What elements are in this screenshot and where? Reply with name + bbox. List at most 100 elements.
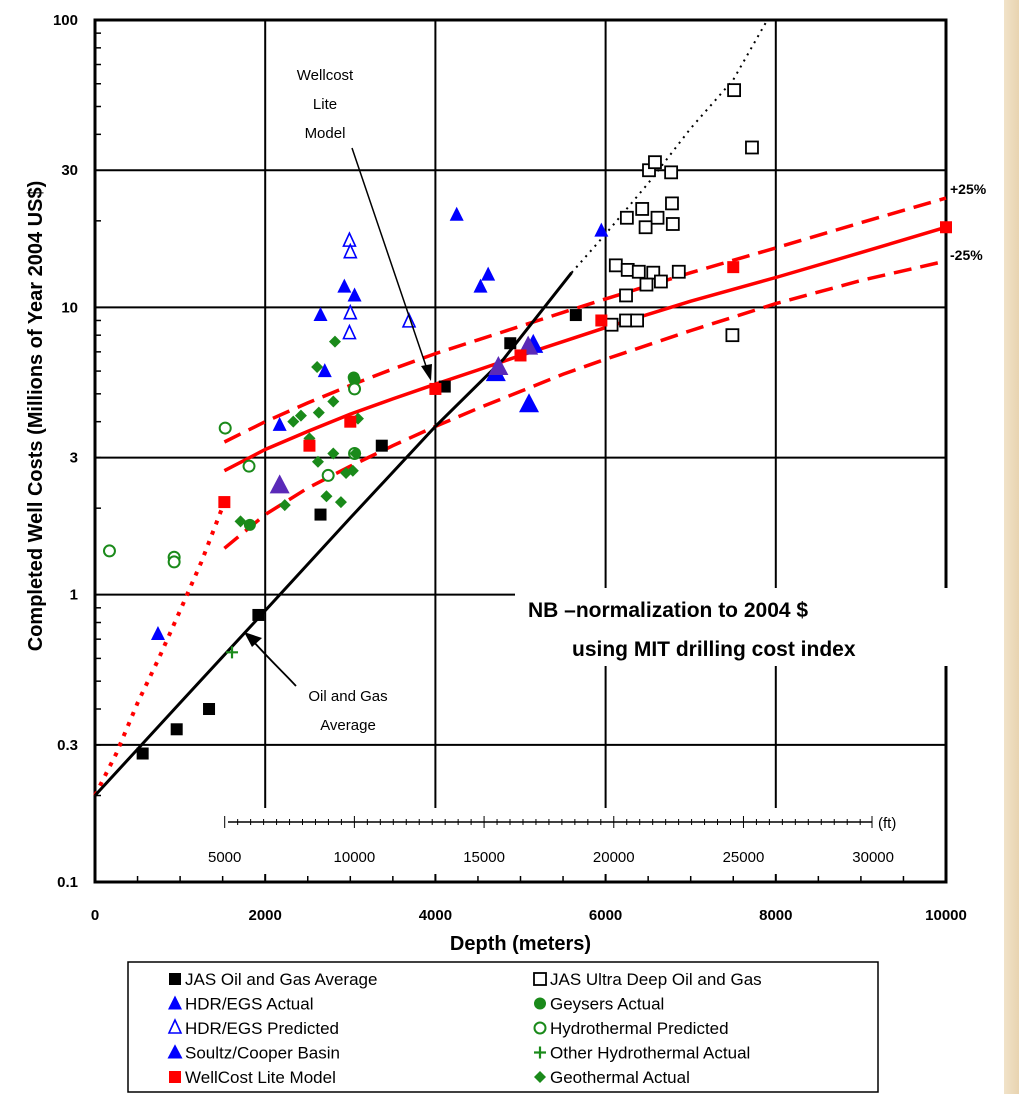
curve-hydrothermal-trend	[93, 501, 227, 797]
annotations: Wellcost Lite Model Oil and Gas Average +25% -…	[244, 67, 1004, 734]
feet-tick-label: 30000	[852, 849, 894, 866]
point-jas-oil-and-gas-average	[375, 439, 388, 452]
legend-label: HDR/EGS Predicted	[185, 1019, 339, 1038]
point-jas-ultra-deep-oil-and-gas	[727, 83, 742, 98]
legend-marker	[534, 1071, 546, 1083]
y-tick-label: 30	[61, 162, 78, 179]
feet-axis-background	[100, 808, 940, 874]
legend-marker	[167, 1044, 183, 1059]
wellcost-annotation-line: Wellcost	[297, 67, 354, 84]
point-hydrothermal-predicted	[321, 468, 335, 482]
point-jas-ultra-deep-oil-and-gas	[639, 277, 654, 292]
point-hdr-egs-predicted	[343, 242, 358, 259]
plus-25-label: +25%	[950, 181, 987, 197]
point-jas-ultra-deep-oil-and-gas	[635, 202, 650, 216]
curve-ultra-deep-trend	[570, 19, 769, 274]
legend-box	[127, 961, 879, 1093]
legend-marker	[534, 1046, 546, 1059]
point-wellcost-lite-model	[940, 221, 952, 234]
point-wellcost-lite-model	[595, 314, 608, 327]
point-geothermal-actual	[278, 499, 291, 512]
legend-label: Other Hydrothermal Actual	[550, 1044, 750, 1063]
nb-background	[515, 588, 1004, 666]
legend-marker	[169, 1071, 181, 1083]
x-tick-label: 0	[91, 907, 99, 924]
y-tick-label: 10	[61, 299, 78, 316]
point-jas-oil-and-gas-average	[170, 723, 183, 736]
curve--25-	[223, 259, 947, 550]
curve-oil-and-gas-average	[93, 271, 573, 797]
point-jas-ultra-deep-oil-and-gas	[650, 210, 665, 225]
point-jas-ultra-deep-oil-and-gas	[619, 210, 634, 225]
wellcost-annotation-line: Lite	[313, 96, 337, 113]
y-tick-label: 0.3	[57, 737, 78, 754]
axes: 0 2000 4000 6000 8000 10000 0.1 0.3 1 3 10 30 100 Dep…	[25, 12, 967, 955]
curve--25-	[223, 196, 947, 444]
oil-gas-annotation-line: Oil and Gas	[308, 688, 387, 705]
x-tick-label: 6000	[589, 907, 622, 924]
point-jas-oil-and-gas-average	[438, 380, 451, 393]
legend-marker	[534, 997, 546, 1010]
point-hdr-egs-actual	[337, 278, 352, 293]
point-geothermal-actual	[334, 496, 347, 509]
point-wellcost-lite-model	[514, 349, 527, 362]
feet-unit-label: (ft)	[878, 815, 896, 832]
point-hdr-egs-predicted	[343, 303, 358, 320]
x-axis-title: Depth (meters)	[450, 933, 591, 955]
point-hdr-egs-actual	[272, 416, 287, 431]
legend-label: Geothermal Actual	[550, 1068, 690, 1087]
point-wellcost-lite-model	[303, 439, 316, 452]
point-hydrothermal-predicted	[348, 382, 362, 396]
point-jas-ultra-deep-oil-and-gas	[631, 264, 646, 279]
point-wellcost-lite-model	[344, 415, 357, 428]
point-wellcost-lite-model	[218, 496, 231, 509]
point-jas-ultra-deep-oil-and-gas	[745, 140, 759, 155]
y-axis-title: Completed Well Costs (Millions of Year 2…	[25, 181, 47, 652]
point-jas-oil-and-gas-average	[252, 608, 265, 621]
minus-25-label: -25%	[950, 247, 983, 263]
decorative-side-strip	[1004, 0, 1019, 1094]
point-geothermal-actual	[312, 406, 325, 419]
legend-label: Geysers Actual	[550, 995, 664, 1014]
feet-tick-label: 15000	[463, 849, 505, 866]
point-jas-ultra-deep-oil-and-gas	[619, 288, 633, 303]
point-jas-ultra-deep-oil-and-gas	[630, 313, 644, 328]
wellcost-arrowhead	[421, 364, 432, 381]
x-tick-label: 10000	[925, 907, 967, 924]
legend: JAS Oil and Gas Average HDR/EGS Actual HDR…	[127, 961, 879, 1093]
point-hdr-egs-actual	[449, 206, 464, 221]
point-geothermal-actual	[294, 409, 307, 422]
point-jas-ultra-deep-oil-and-gas	[671, 264, 686, 279]
legend-label: Soultz/Cooper Basin	[185, 1044, 340, 1063]
grid	[93, 18, 948, 884]
trend-curves	[93, 19, 947, 797]
y-tick-label: 100	[53, 12, 78, 29]
point-geothermal-actual	[320, 490, 333, 503]
point-jas-ultra-deep-oil-and-gas	[608, 258, 623, 273]
point-jas-oil-and-gas-average	[203, 703, 216, 716]
point-soultz-cooper-basin-overlap	[269, 474, 290, 494]
feet-tick-label: 10000	[334, 849, 376, 866]
legend-label: JAS Ultra Deep Oil and Gas	[550, 970, 762, 989]
point-wellcost-lite-model	[727, 261, 740, 274]
y-tick-label: 0.1	[57, 874, 78, 891]
data-points	[102, 83, 952, 760]
legend-marker	[168, 995, 182, 1010]
point-jas-ultra-deep-oil-and-gas	[665, 196, 679, 211]
y-tick-label: 3	[70, 450, 78, 467]
x-tick-label: 8000	[759, 907, 792, 924]
point-jas-ultra-deep-oil-and-gas	[725, 328, 740, 343]
point-geysers-actual	[243, 518, 256, 531]
point-jas-ultra-deep-oil-and-gas	[654, 274, 668, 289]
feet-axis: 5000 10000 15000 20000 25000 30000 (ft)	[100, 808, 940, 874]
wellcost-arrow	[351, 147, 429, 373]
feet-tick-label: 20000	[593, 849, 635, 866]
point-hdr-egs-actual	[347, 287, 362, 302]
point-soultz-cooper-basin	[519, 393, 540, 413]
legend-label: JAS Oil and Gas Average	[185, 970, 377, 989]
point-jas-ultra-deep-oil-and-gas	[665, 217, 680, 231]
point-hdr-egs-actual	[313, 307, 328, 322]
wellcost-annotation-line: Model	[305, 125, 346, 142]
point-jas-oil-and-gas-average	[136, 747, 149, 760]
